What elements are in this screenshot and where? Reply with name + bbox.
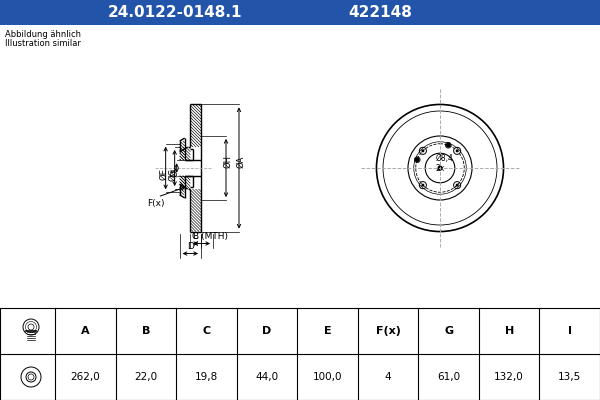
Text: 19,8: 19,8	[195, 372, 218, 382]
Text: 132,0: 132,0	[494, 372, 524, 382]
Text: F(x): F(x)	[147, 199, 164, 208]
Bar	[0, 308, 600, 400]
Bar	[179, 176, 190, 189]
Circle shape	[415, 158, 419, 162]
Text: Illustration similar: Illustration similar	[5, 39, 81, 48]
Text: Ø8,4
2x: Ø8,4 2x	[436, 154, 454, 173]
Circle shape	[455, 184, 458, 187]
Text: C (MTH): C (MTH)	[191, 232, 227, 240]
Text: 22,0: 22,0	[134, 372, 157, 382]
Text: ØA: ØA	[236, 156, 245, 168]
Text: 262,0: 262,0	[70, 372, 100, 382]
Text: 4: 4	[385, 372, 391, 382]
Text: 100,0: 100,0	[313, 372, 342, 382]
Text: D: D	[262, 326, 272, 336]
Text: H: H	[505, 326, 514, 336]
Text: B: B	[142, 326, 150, 336]
Text: ØI: ØI	[170, 168, 179, 177]
Circle shape	[421, 149, 424, 152]
Bar	[0, 25, 600, 308]
Text: B: B	[193, 232, 199, 240]
Text: I: I	[568, 326, 572, 336]
Text: A: A	[81, 326, 89, 336]
Text: ØE: ØE	[159, 168, 168, 180]
Text: C: C	[202, 326, 211, 336]
Text: ØG: ØG	[168, 168, 177, 181]
Text: 61,0: 61,0	[437, 372, 460, 382]
Circle shape	[438, 166, 442, 170]
Circle shape	[446, 144, 450, 147]
Text: ØH: ØH	[223, 155, 233, 168]
Text: E: E	[323, 326, 331, 336]
Text: D: D	[187, 242, 194, 250]
Bar	[179, 141, 185, 160]
Text: G: G	[444, 326, 453, 336]
Text: F(x): F(x)	[376, 326, 400, 336]
Circle shape	[455, 149, 458, 152]
Text: Abbildung ähnlich: Abbildung ähnlich	[5, 30, 81, 39]
Bar	[179, 176, 185, 195]
Circle shape	[421, 184, 424, 187]
Text: 44,0: 44,0	[256, 372, 278, 382]
Bar	[190, 189, 201, 232]
Bar	[190, 104, 201, 147]
Text: 24.0122-0148.1: 24.0122-0148.1	[108, 5, 242, 20]
Text: 422148: 422148	[348, 5, 412, 20]
Bar	[0, 0, 600, 25]
Bar	[179, 147, 190, 160]
Text: 13,5: 13,5	[558, 372, 581, 382]
